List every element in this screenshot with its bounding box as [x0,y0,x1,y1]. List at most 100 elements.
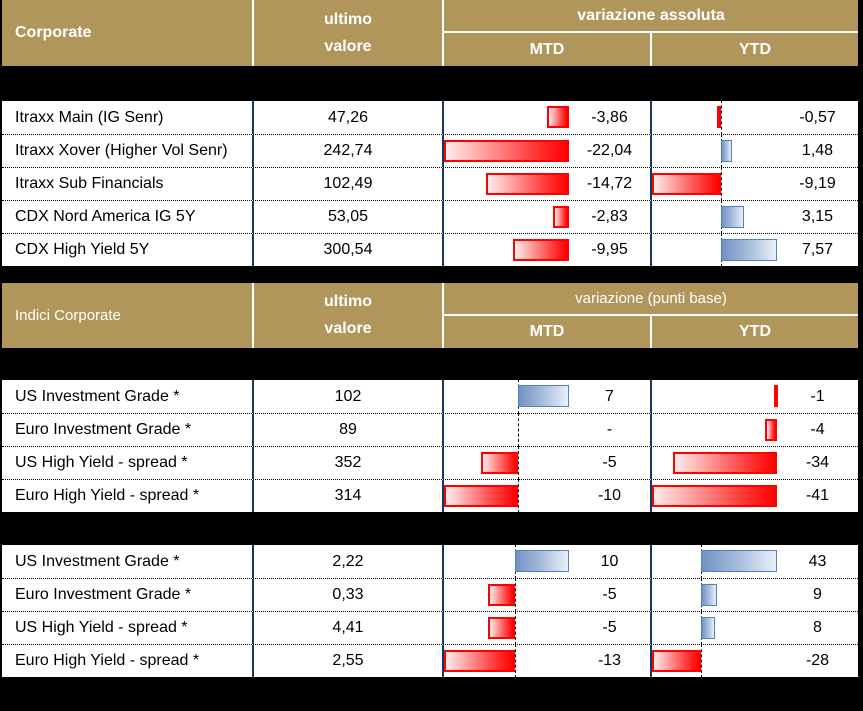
valore-label: valore [324,319,372,337]
row-value: 300,54 [254,234,444,266]
table-row: US Investment Grade * 102 7 -1 [2,379,858,414]
ytd-bar-plot [652,544,777,579]
table-row: US High Yield - spread * 4,41 -5 8 [2,611,858,645]
row-name: Euro Investment Grade * [2,414,254,446]
mtd-bar-plot [444,234,569,266]
mtd-bar-plot [444,644,569,678]
row-value: 242,74 [254,135,444,167]
positive-data-bar [721,140,732,162]
negative-data-bar [553,206,569,228]
positive-data-bar [721,239,777,261]
ytd-cell: 1,48 [652,134,858,168]
ytd-bar-plot [652,200,777,234]
positive-data-bar [721,206,744,228]
mtd-bar-plot [444,413,569,447]
separator-band [0,348,863,380]
ytd-value-label: -9,19 [799,175,836,192]
mtd-value-label: -9,95 [591,241,628,258]
mtd-cell: -13 [444,644,652,678]
ytd-bar-plot [652,578,777,612]
negative-data-bar [652,173,721,195]
indici-corporate-spread-table: US Investment Grade * 102 7 -1 Euro Inve… [0,379,863,513]
indici-corporate-level-table: US Investment Grade * 2,22 10 43 Euro In… [0,544,863,678]
ytd-value-label: 43 [808,552,827,570]
row-value: 102,49 [254,168,444,200]
mtd-cell: -2,83 [444,201,652,233]
mtd-cell: -3,86 [444,101,652,134]
row-value: 53,05 [254,201,444,233]
zero-axis-line [518,413,519,447]
mtd-bar-plot [444,446,569,480]
row-name: Itraxx Sub Financials [2,168,254,200]
ytd-cell: 9 [652,578,858,612]
row-name: US Investment Grade * [2,545,254,578]
ytd-cell: 43 [652,544,858,579]
corporate-table: Itraxx Main (IG Senr) 47,26 -3,86 -0,57 … [0,100,863,267]
mtd-cell: -5 [444,578,652,612]
mtd-bar-plot [444,479,569,513]
mtd-value-label: -3,86 [591,108,628,126]
ultimo-label: ultimo [324,293,372,311]
mtd-value-label: -10 [597,487,622,504]
table-row: US Investment Grade * 2,22 10 43 [2,544,858,579]
section1-title: Corporate [2,0,254,66]
section1-header: Corporate ultimo valore variazione assol… [0,0,863,66]
mtd-column-header: MTD [444,316,652,348]
negative-data-bar [673,452,777,474]
ytd-cell: -34 [652,447,858,479]
ytd-bar-plot [652,447,777,479]
section2-header: Indici Corporate ultimo valore variazion… [0,283,863,348]
ytd-column-header: YTD [739,40,771,58]
row-value: 2,55 [254,645,444,677]
table-row: Euro High Yield - spread * 314 -10 -41 [2,479,858,513]
ytd-cell: -4 [652,414,858,446]
ytd-cell: 7,57 [652,233,858,267]
ytd-bar-plot [652,134,777,168]
section2-title: Indici Corporate [2,283,254,348]
ytd-bar-plot [652,233,777,267]
mtd-value-label: -14,72 [586,175,633,192]
table-row: Itraxx Xover (Higher Vol Senr) 242,74 -2… [2,134,858,168]
zero-axis-line [518,479,519,513]
row-name: Euro High Yield - spread * [2,645,254,677]
negative-data-bar [652,485,777,507]
ytd-value-label: -41 [805,487,830,504]
positive-data-bar [701,584,717,606]
negative-data-bar [547,106,569,128]
ytd-cell: 3,15 [652,200,858,234]
ytd-value-label: -34 [805,454,830,471]
row-name: CDX High Yield 5Y [2,234,254,266]
ytd-bar-plot [652,611,777,645]
row-value: 102 [254,380,444,413]
column-header-ultimo-valore: ultimo valore [254,0,444,66]
ytd-value-label: -4 [810,421,825,438]
zero-axis-line [515,578,516,612]
mtd-value-label: 10 [600,552,619,570]
table-row: CDX Nord America IG 5Y 53,05 -2,83 3,15 [2,200,858,234]
separator-band [0,512,863,545]
ytd-bar-plot [652,414,777,446]
mtd-bar-plot [444,578,569,612]
negative-data-bar [486,173,569,195]
row-name: US Investment Grade * [2,380,254,413]
variazione-punti-base-label: variazione (punti base) [444,283,858,316]
separator-band [0,266,863,283]
row-value: 0,33 [254,579,444,611]
ultimo-label: ultimo [324,10,372,28]
mtd-value-label: -13 [597,652,622,669]
mtd-cell: -14,72 [444,168,652,200]
row-name: US High Yield - spread * [2,612,254,644]
row-value: 47,26 [254,101,444,134]
mtd-bar-plot [444,544,569,579]
negative-data-bar [488,584,515,606]
negative-data-bar [444,485,518,507]
ytd-cell: -9,19 [652,167,858,201]
ytd-cell: 8 [652,611,858,645]
row-value: 4,41 [254,612,444,644]
mtd-value-label: -22,04 [586,142,633,159]
zero-axis-line [515,611,516,645]
table-row: Itraxx Sub Financials 102,49 -14,72 -9,1… [2,167,858,201]
mtd-bar-plot [444,379,569,414]
mtd-value-label: -2,83 [591,208,628,225]
mtd-value-label: - [606,421,613,438]
